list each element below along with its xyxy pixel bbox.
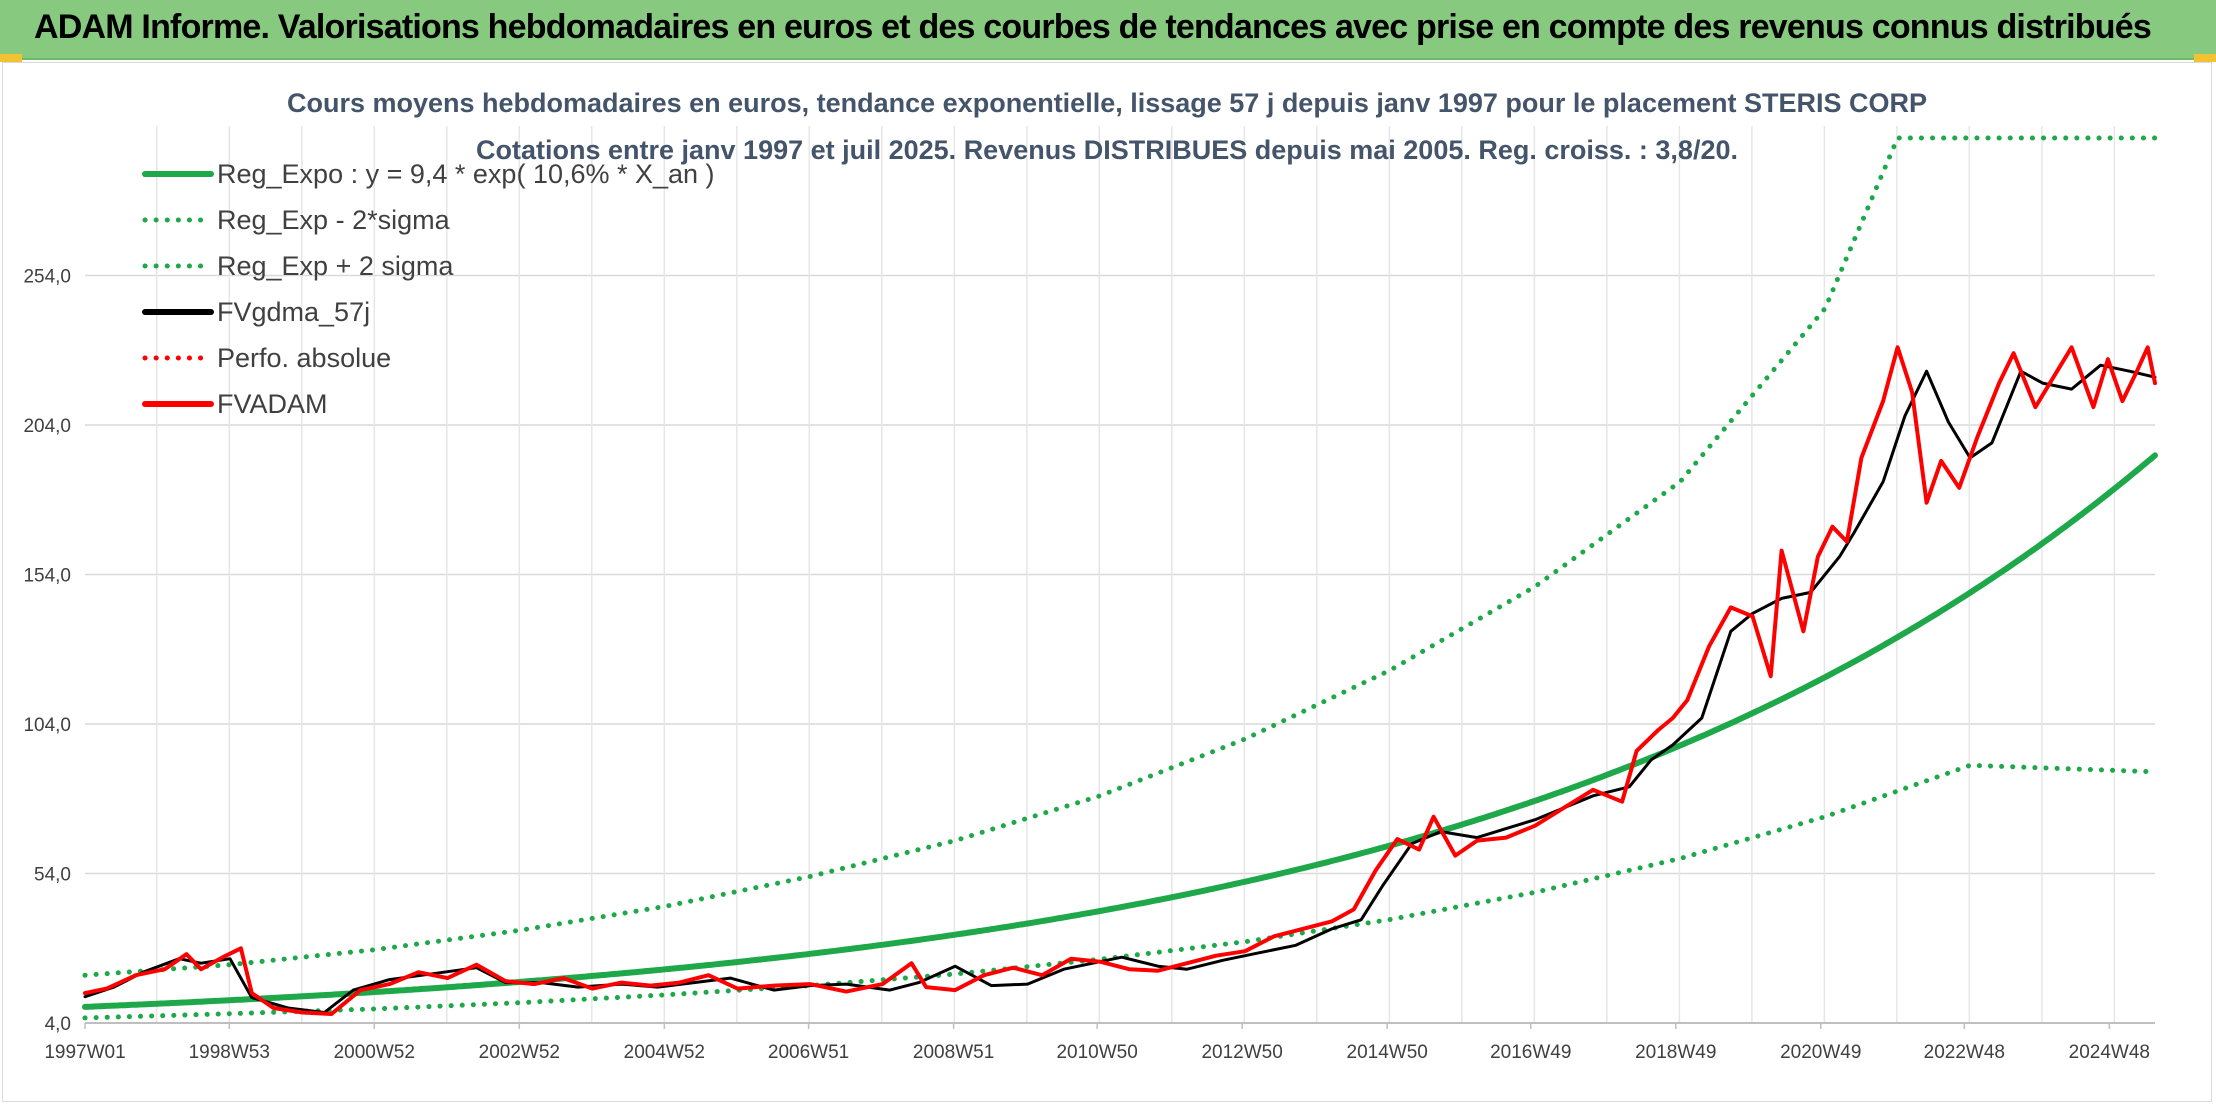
y-tick-label: 254,0: [23, 267, 71, 288]
chart-title: Cours moyens hebdomadaires en euros, ten…: [287, 88, 1927, 118]
valuation-chart: Cours moyens hebdomadaires en euros, ten…: [23, 88, 2158, 1063]
y-axis-ticks: 4,0 54,0 104,0 154,0 204,0 254,0: [23, 267, 71, 1036]
legend-label: Perfo. absolue: [217, 343, 391, 373]
legend-label: Reg_Exp - 2*sigma: [217, 205, 451, 235]
x-tick-label: 2024W48: [2069, 1042, 2150, 1063]
chart-subtitle: Cotations entre janv 1997 et juil 2025. …: [476, 135, 1738, 165]
banner-corner-right: [2194, 54, 2216, 62]
x-tick-label: 2014W50: [1347, 1042, 1428, 1063]
legend-label: FVADAM: [217, 389, 328, 419]
series-line-reg-exp-2-sigma: [82, 135, 2158, 978]
y-tick-label: 104,0: [23, 715, 71, 736]
report-banner: ADAM Informe. Valorisations hebdomadaire…: [0, 0, 2216, 62]
x-tick-label: 2006W51: [768, 1042, 849, 1063]
legend-label: Reg_Expo : y = 9,4 * exp( 10,6% * X_an ): [217, 159, 715, 189]
chart-frame: Cours moyens hebdomadaires en euros, ten…: [2, 62, 2212, 1102]
chart-grid: [85, 126, 2155, 1024]
x-tick-label: 2010W50: [1056, 1042, 1137, 1063]
legend-label: FVgdma_57j: [217, 297, 370, 327]
x-tick-label: 2018W49: [1635, 1042, 1716, 1063]
series-line-reg-expo-y-9-4-exp-10-6-x-an: [82, 452, 2158, 1010]
x-tick-label: 1997W01: [44, 1042, 125, 1063]
chart-legend: Reg_Expo : y = 9,4 * exp( 10,6% * X_an )…: [142, 159, 715, 419]
y-tick-label: 204,0: [23, 416, 71, 437]
chart-series: [82, 135, 2158, 1021]
banner-corner-left: [0, 54, 22, 62]
x-tick-label: 2004W52: [624, 1042, 705, 1063]
y-tick-label: 154,0: [23, 566, 71, 587]
x-tick-label: 2022W48: [1924, 1042, 2005, 1063]
x-tick-label: 1998W53: [189, 1042, 270, 1063]
series-line-fvadam: [83, 345, 2157, 1016]
report-title: ADAM Informe. Valorisations hebdomadaire…: [34, 8, 2152, 46]
x-tick-label: 2008W51: [913, 1042, 994, 1063]
x-tick-label: 2020W49: [1780, 1042, 1861, 1063]
legend-label: Reg_Exp + 2 sigma: [217, 251, 454, 281]
y-tick-label: 54,0: [34, 865, 71, 886]
x-axis-ticks: 1997W01 1998W53 2000W52 2002W52 2004W52 2006W…: [44, 1023, 2150, 1063]
series-line-fvgdma-57j: [83, 363, 2157, 1014]
x-tick-label: 2012W50: [1201, 1042, 1282, 1063]
x-tick-label: 2016W49: [1490, 1042, 1571, 1063]
x-tick-label: 2000W52: [334, 1042, 415, 1063]
y-tick-label: 4,0: [45, 1014, 71, 1035]
x-tick-label: 2002W52: [479, 1042, 560, 1063]
